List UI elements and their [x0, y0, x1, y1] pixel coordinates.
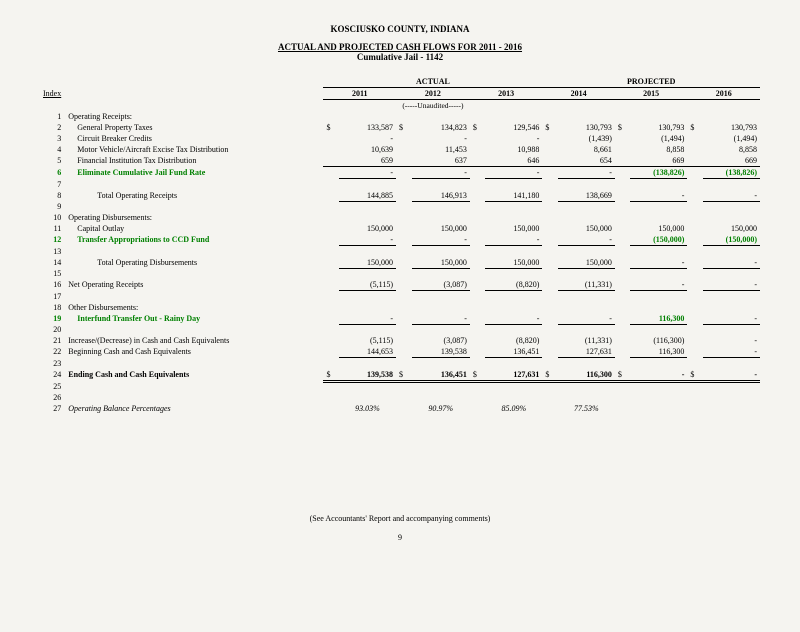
cashflow-table: ACTUAL PROJECTED Index 2011 2012 2013 20…: [40, 76, 760, 414]
table-row: 16 Net Operating Receipts (5,115) (3,087…: [40, 279, 760, 291]
index-label: Index: [40, 88, 323, 100]
table-row: 7: [40, 179, 760, 190]
table-row: 1 Operating Receipts:: [40, 111, 760, 122]
table-row: 26: [40, 392, 760, 403]
table-row: 12 Transfer Appropriations to CCD Fund -…: [40, 234, 760, 246]
table-row: 9: [40, 201, 760, 212]
table-row: 27 Operating Balance Percentages 93.03% …: [40, 403, 760, 414]
table-row: 18 Other Disbursements:: [40, 302, 760, 313]
report-title: ACTUAL AND PROJECTED CASH FLOWS FOR 2011…: [40, 42, 760, 52]
year-2014: 2014: [542, 88, 615, 100]
page-number: 9: [40, 533, 760, 542]
year-2013: 2013: [470, 88, 543, 100]
table-row: 19 Interfund Transfer Out - Rainy Day - …: [40, 313, 760, 325]
table-row: 6 Eliminate Cumulative Jail Fund Rate - …: [40, 167, 760, 179]
table-row: 17: [40, 291, 760, 302]
table-row: 24 Ending Cash and Cash Equivalents $139…: [40, 369, 760, 382]
actual-header: ACTUAL: [323, 76, 542, 88]
document-page: KOSCIUSKO COUNTY, INDIANA ACTUAL AND PRO…: [0, 0, 800, 542]
table-row: 11 Capital Outlay 150,000 150,000 150,00…: [40, 223, 760, 234]
table-row: 25: [40, 381, 760, 392]
accountants-note: (See Accountants' Report and accompanyin…: [40, 514, 760, 523]
table-row: 4 Motor Vehicle/Aircraft Excise Tax Dist…: [40, 144, 760, 155]
table-row: 3 Circuit Breaker Credits - - - (1,439) …: [40, 133, 760, 144]
table-row: 13: [40, 246, 760, 257]
year-2015: 2015: [615, 88, 688, 100]
table-row: 23: [40, 358, 760, 369]
table-row: 15: [40, 268, 760, 279]
table-row: 20: [40, 324, 760, 335]
projected-header: PROJECTED: [542, 76, 760, 88]
table-row: 2 General Property Taxes $133,587 $134,8…: [40, 122, 760, 133]
year-2012: 2012: [396, 88, 470, 100]
year-2016: 2016: [687, 88, 760, 100]
unaudited-note: (-----Unaudited-----): [396, 100, 470, 112]
table-row: 10 Operating Disbursements:: [40, 212, 760, 223]
table-row: 8 Total Operating Receipts 144,885 146,9…: [40, 190, 760, 202]
table-row: 21 Increase/(Decrease) in Cash and Cash …: [40, 335, 760, 346]
report-subtitle: Cumulative Jail - 1142: [40, 52, 760, 62]
county-header: KOSCIUSKO COUNTY, INDIANA: [40, 24, 760, 34]
table-row: 14 Total Operating Disbursements 150,000…: [40, 257, 760, 269]
year-2011: 2011: [323, 88, 396, 100]
table-row: 5 Financial Institution Tax Distribution…: [40, 155, 760, 167]
table-row: 22 Beginning Cash and Cash Equivalents 1…: [40, 346, 760, 358]
